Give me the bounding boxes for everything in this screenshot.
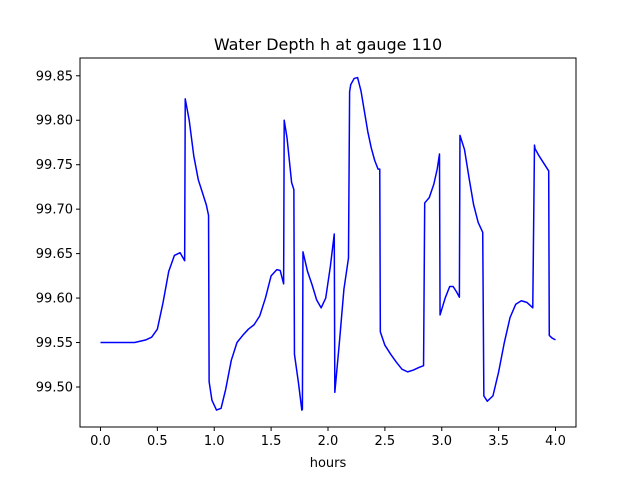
x-tick-label: 2.5 (375, 434, 396, 449)
x-tick-label: 4.0 (545, 434, 566, 449)
series-line-1 (100, 76, 556, 411)
x-tick-label: 0.5 (147, 434, 168, 449)
y-tick-label: 99.75 (36, 158, 73, 173)
x-tick-label: 0.0 (90, 434, 111, 449)
y-tick-label: 99.55 (36, 336, 73, 351)
y-tick-label: 99.70 (36, 203, 73, 218)
x-axis: 0.0 0.5 1.0 1.5 2.0 2.5 3.0 3.5 4.0 (90, 427, 566, 449)
y-tick-label: 99.85 (36, 69, 73, 84)
y-tick-label: 99.80 (36, 114, 73, 129)
x-tick-label: 3.5 (488, 434, 509, 449)
x-tick-label: 3.0 (431, 434, 452, 449)
chart-title: Water Depth h at gauge 110 (214, 35, 442, 54)
x-tick-label: 1.0 (204, 434, 225, 449)
x-tick-label: 2.0 (318, 434, 339, 449)
y-tick-label: 99.50 (36, 380, 73, 395)
y-axis: 99.50 99.55 99.60 99.65 99.70 99.75 99.80 99.85 (36, 69, 80, 395)
x-tick-label: 1.5 (261, 434, 282, 449)
y-tick-label: 99.65 (36, 247, 73, 262)
y-tick-label: 99.60 (36, 292, 73, 307)
x-axis-label: hours (310, 456, 347, 471)
